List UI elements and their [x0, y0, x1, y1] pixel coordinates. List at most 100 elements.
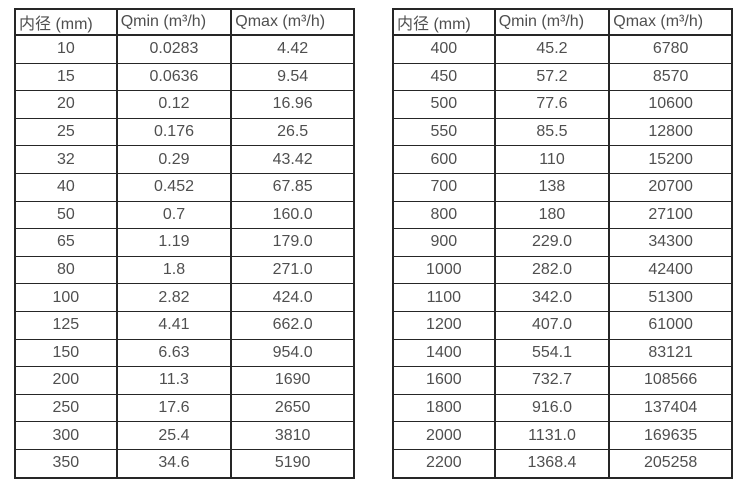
table-row: 550 85.5 12800 — [392, 117, 733, 147]
cell: 450 — [392, 62, 496, 92]
cell: 57.2 — [493, 62, 611, 92]
cell: 229.0 — [493, 228, 611, 257]
cell: 40 — [14, 172, 118, 202]
table-row: 250 17.6 2650 — [14, 393, 355, 423]
table-row: 450 57.2 8570 — [392, 62, 733, 92]
cell: 0.29 — [115, 145, 233, 174]
cell: 282.0 — [493, 255, 611, 285]
cell: 110 — [493, 145, 611, 174]
cell: 0.176 — [115, 117, 233, 147]
cell: 80 — [14, 255, 118, 285]
cell: 350 — [14, 448, 118, 479]
cell: 108566 — [608, 366, 733, 395]
cell: 1.8 — [115, 255, 233, 285]
table-row: 10 0.0283 4.42 — [14, 34, 355, 64]
table-row: 1600 732.7 108566 — [392, 366, 733, 395]
table-row: 50 0.7 160.0 — [14, 200, 355, 230]
table-row: 65 1.19 179.0 — [14, 228, 355, 257]
cell: 11.3 — [115, 366, 233, 395]
header-cell: 内径 (mm) — [14, 8, 118, 36]
cell: 8570 — [608, 62, 733, 92]
cell: 700 — [392, 172, 496, 202]
cell: 0.0283 — [115, 34, 233, 64]
table-row: 1200 407.0 61000 — [392, 310, 733, 340]
cell: 6.63 — [115, 338, 233, 368]
cell: 554.1 — [493, 338, 611, 368]
cell: 300 — [14, 421, 118, 450]
table-row: 80 1.8 271.0 — [14, 255, 355, 285]
table-row: 500 77.6 10600 — [392, 90, 733, 119]
table-row: 900 229.0 34300 — [392, 228, 733, 257]
cell: 26.5 — [230, 117, 355, 147]
cell: 169635 — [608, 421, 733, 450]
cell: 1800 — [392, 393, 496, 423]
table-row: 150 6.63 954.0 — [14, 338, 355, 368]
cell: 45.2 — [493, 34, 611, 64]
cell: 1400 — [392, 338, 496, 368]
cell: 51300 — [608, 283, 733, 312]
cell: 15 — [14, 62, 118, 92]
table-row: 600 110 15200 — [392, 145, 733, 174]
cell: 137404 — [608, 393, 733, 423]
cell: 1000 — [392, 255, 496, 285]
cell: 662.0 — [230, 310, 355, 340]
cell: 0.12 — [115, 90, 233, 119]
cell: 407.0 — [493, 310, 611, 340]
table-row: 800 180 27100 — [392, 200, 733, 230]
header-cell: Qmin (m³/h) — [115, 8, 233, 36]
cell: 150 — [14, 338, 118, 368]
cell: 205258 — [608, 448, 733, 479]
table-row: 1100 342.0 51300 — [392, 283, 733, 312]
flow-table-small-diameters: 内径 (mm) Qmin (m³/h) Qmax (m³/h) 10 0.0283 4.4… — [14, 8, 355, 479]
cell: 2650 — [230, 393, 355, 423]
cell: 34300 — [608, 228, 733, 257]
table-row: 1400 554.1 83121 — [392, 338, 733, 368]
cell: 65 — [14, 228, 118, 257]
table-row: 2200 1368.4 205258 — [392, 448, 733, 479]
cell: 2000 — [392, 421, 496, 450]
cell: 42400 — [608, 255, 733, 285]
cell: 12800 — [608, 117, 733, 147]
cell: 160.0 — [230, 200, 355, 230]
header-cell: Qmax (m³/h) — [608, 8, 733, 36]
cell: 0.0636 — [115, 62, 233, 92]
cell: 0.7 — [115, 200, 233, 230]
cell: 20 — [14, 90, 118, 119]
cell: 271.0 — [230, 255, 355, 285]
cell: 916.0 — [493, 393, 611, 423]
cell: 61000 — [608, 310, 733, 340]
table-row: 25 0.176 26.5 — [14, 117, 355, 147]
cell: 16.96 — [230, 90, 355, 119]
header-cell: Qmax (m³/h) — [230, 8, 355, 36]
cell: 800 — [392, 200, 496, 230]
cell: 1600 — [392, 366, 496, 395]
cell: 1.19 — [115, 228, 233, 257]
header-row: 内径 (mm) Qmin (m³/h) Qmax (m³/h) — [14, 8, 355, 36]
table-row: 40 0.452 67.85 — [14, 172, 355, 202]
cell: 1100 — [392, 283, 496, 312]
cell: 2200 — [392, 448, 496, 479]
table-row: 350 34.6 5190 — [14, 448, 355, 479]
cell: 1690 — [230, 366, 355, 395]
cell: 25.4 — [115, 421, 233, 450]
cell: 954.0 — [230, 338, 355, 368]
cell: 67.85 — [230, 172, 355, 202]
cell: 50 — [14, 200, 118, 230]
cell: 20700 — [608, 172, 733, 202]
header-row: 内径 (mm) Qmin (m³/h) Qmax (m³/h) — [392, 8, 733, 36]
cell: 25 — [14, 117, 118, 147]
cell: 15200 — [608, 145, 733, 174]
cell: 1200 — [392, 310, 496, 340]
cell: 500 — [392, 90, 496, 119]
table-row: 700 138 20700 — [392, 172, 733, 202]
cell: 342.0 — [493, 283, 611, 312]
table-row: 32 0.29 43.42 — [14, 145, 355, 174]
table-row: 1000 282.0 42400 — [392, 255, 733, 285]
cell: 43.42 — [230, 145, 355, 174]
cell: 27100 — [608, 200, 733, 230]
cell: 32 — [14, 145, 118, 174]
cell: 10 — [14, 34, 118, 64]
cell: 4.42 — [230, 34, 355, 64]
table-row: 1800 916.0 137404 — [392, 393, 733, 423]
table-row: 15 0.0636 9.54 — [14, 62, 355, 92]
